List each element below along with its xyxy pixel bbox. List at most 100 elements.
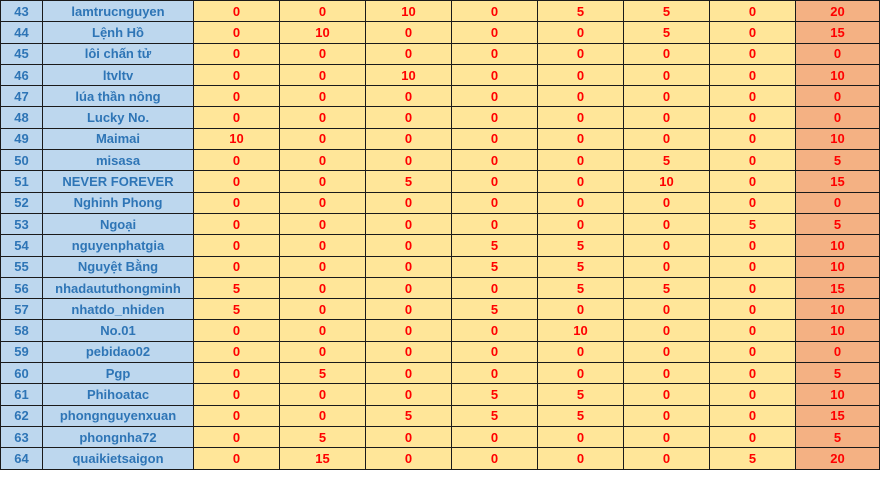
score-cell[interactable]: 0 [279,255,366,278]
score-cell[interactable]: 0 [279,106,366,129]
row-number-cell[interactable]: 45 [0,42,43,65]
total-cell[interactable]: 0 [795,85,880,108]
player-name-cell[interactable]: nguyenphatgia [42,234,194,257]
score-cell[interactable]: 0 [193,0,280,23]
player-name-cell[interactable]: quaikietsaigon [42,447,194,470]
score-cell[interactable]: 0 [279,0,366,23]
score-cell[interactable]: 5 [623,149,710,172]
score-cell[interactable]: 0 [623,319,710,342]
score-cell[interactable]: 0 [193,63,280,87]
player-name-cell[interactable]: Lucky No. [42,106,194,129]
total-cell[interactable]: 0 [795,42,880,65]
score-cell[interactable]: 0 [451,21,538,44]
score-cell[interactable]: 0 [193,383,280,406]
score-cell[interactable]: 0 [709,234,796,257]
score-cell[interactable]: 0 [193,447,280,470]
score-cell[interactable]: 0 [365,212,452,236]
score-cell[interactable]: 5 [193,276,280,300]
score-cell[interactable]: 0 [537,106,624,129]
total-cell[interactable]: 10 [795,234,880,257]
score-cell[interactable]: 0 [623,340,710,364]
score-cell[interactable]: 0 [193,42,280,65]
score-cell[interactable]: 0 [709,21,796,44]
score-cell[interactable]: 0 [623,63,710,87]
score-cell[interactable]: 0 [537,85,624,108]
total-cell[interactable]: 0 [795,191,880,214]
score-cell[interactable]: 15 [279,447,366,470]
score-cell[interactable]: 0 [365,191,452,214]
score-cell[interactable]: 0 [709,127,796,151]
score-cell[interactable]: 0 [365,85,452,108]
score-cell[interactable]: 0 [451,425,538,449]
score-cell[interactable]: 0 [709,149,796,172]
player-name-cell[interactable]: lamtrucnguyen [42,0,194,23]
row-number-cell[interactable]: 61 [0,383,43,406]
score-cell[interactable]: 5 [623,0,710,23]
row-number-cell[interactable]: 56 [0,276,43,300]
score-cell[interactable]: 0 [365,276,452,300]
player-name-cell[interactable]: Maimai [42,127,194,151]
total-cell[interactable]: 0 [795,106,880,129]
score-cell[interactable]: 5 [623,21,710,44]
score-cell[interactable]: 0 [451,319,538,342]
score-cell[interactable]: 5 [537,404,624,427]
score-cell[interactable]: 5 [365,404,452,427]
player-name-cell[interactable]: Nghinh Phong [42,191,194,214]
player-name-cell[interactable]: Pgp [42,362,194,385]
score-cell[interactable]: 0 [709,42,796,65]
score-cell[interactable]: 0 [709,255,796,278]
score-cell[interactable]: 0 [451,340,538,364]
score-cell[interactable]: 10 [623,170,710,193]
score-cell[interactable]: 0 [365,149,452,172]
total-cell[interactable]: 5 [795,425,880,449]
score-cell[interactable]: 0 [623,42,710,65]
total-cell[interactable]: 10 [795,383,880,406]
score-cell[interactable]: 0 [709,63,796,87]
score-cell[interactable]: 10 [279,21,366,44]
score-cell[interactable]: 0 [279,319,366,342]
score-cell[interactable]: 10 [365,0,452,23]
score-cell[interactable]: 0 [193,170,280,193]
score-cell[interactable]: 0 [365,255,452,278]
score-cell[interactable]: 0 [537,127,624,151]
row-number-cell[interactable]: 63 [0,425,43,449]
score-cell[interactable]: 0 [537,362,624,385]
player-name-cell[interactable]: NEVER FOREVER [42,170,194,193]
score-cell[interactable]: 0 [623,255,710,278]
score-cell[interactable]: 0 [365,425,452,449]
score-cell[interactable]: 0 [365,319,452,342]
score-cell[interactable]: 0 [279,63,366,87]
total-cell[interactable]: 5 [795,149,880,172]
score-cell[interactable]: 0 [279,276,366,300]
row-number-cell[interactable]: 57 [0,298,43,321]
score-cell[interactable]: 0 [365,298,452,321]
score-cell[interactable]: 0 [623,212,710,236]
score-cell[interactable]: 0 [365,340,452,364]
row-number-cell[interactable]: 46 [0,63,43,87]
score-cell[interactable]: 0 [193,106,280,129]
score-cell[interactable]: 0 [623,106,710,129]
score-cell[interactable]: 0 [709,191,796,214]
player-name-cell[interactable]: Lệnh Hồ [42,21,194,44]
score-cell[interactable]: 0 [623,191,710,214]
row-number-cell[interactable]: 55 [0,255,43,278]
score-cell[interactable]: 0 [193,340,280,364]
row-number-cell[interactable]: 48 [0,106,43,129]
score-cell[interactable]: 0 [365,447,452,470]
score-cell[interactable]: 0 [193,191,280,214]
total-cell[interactable]: 5 [795,212,880,236]
score-cell[interactable]: 0 [451,447,538,470]
score-cell[interactable]: 5 [709,447,796,470]
score-cell[interactable]: 0 [623,362,710,385]
score-cell[interactable]: 0 [193,362,280,385]
row-number-cell[interactable]: 53 [0,212,43,236]
score-cell[interactable]: 5 [451,298,538,321]
score-cell[interactable]: 0 [709,425,796,449]
score-cell[interactable]: 0 [193,85,280,108]
score-cell[interactable]: 0 [623,404,710,427]
score-cell[interactable]: 0 [537,170,624,193]
total-cell[interactable]: 20 [795,447,880,470]
score-cell[interactable]: 0 [193,212,280,236]
total-cell[interactable]: 5 [795,362,880,385]
row-number-cell[interactable]: 52 [0,191,43,214]
